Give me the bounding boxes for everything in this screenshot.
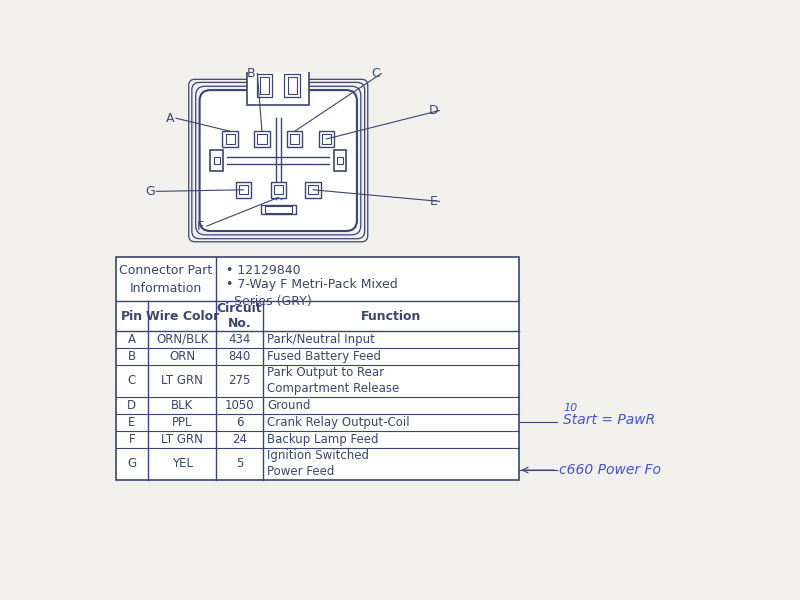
Text: Wire Color: Wire Color: [146, 310, 218, 323]
Text: C: C: [370, 67, 379, 80]
Text: Backup Lamp Feed: Backup Lamp Feed: [267, 433, 379, 446]
Text: G: G: [127, 457, 136, 470]
Text: G: G: [146, 185, 155, 198]
Text: C: C: [128, 374, 136, 387]
Text: Circuit
No.: Circuit No.: [217, 302, 262, 330]
Bar: [115, 257, 518, 480]
Text: D: D: [429, 104, 438, 117]
Text: 1050: 1050: [225, 399, 254, 412]
Text: LT GRN: LT GRN: [162, 374, 203, 387]
Text: BLK: BLK: [171, 399, 194, 412]
Bar: [270, 182, 286, 197]
Text: PPL: PPL: [172, 416, 193, 429]
Text: • 12129840: • 12129840: [226, 265, 300, 277]
Bar: [115, 257, 518, 480]
Text: YEL: YEL: [172, 457, 193, 470]
Text: Function: Function: [361, 310, 421, 323]
Text: LT GRN: LT GRN: [162, 433, 203, 446]
Text: Park/Neutral Input: Park/Neutral Input: [267, 332, 375, 346]
Text: A: A: [166, 112, 174, 125]
Text: Fused Battery Feed: Fused Battery Feed: [267, 350, 382, 362]
Text: c660 Power Fo: c660 Power Fo: [558, 463, 661, 477]
Bar: [258, 134, 266, 143]
Bar: [286, 131, 302, 146]
Text: Ignition Switched
Power Feed: Ignition Switched Power Feed: [267, 449, 370, 478]
Bar: [322, 134, 331, 143]
Text: D: D: [127, 399, 136, 412]
Text: Park Output to Rear
Compartment Release: Park Output to Rear Compartment Release: [267, 366, 400, 395]
Text: Crank Relay Output-Coil: Crank Relay Output-Coil: [267, 416, 410, 429]
Bar: [290, 134, 299, 143]
Text: 434: 434: [228, 332, 250, 346]
Bar: [285, 74, 300, 97]
Bar: [238, 185, 248, 194]
Bar: [274, 185, 283, 194]
Bar: [260, 77, 269, 94]
Text: 5: 5: [236, 457, 243, 470]
Text: ORN: ORN: [169, 350, 195, 362]
Bar: [254, 131, 270, 146]
Bar: [261, 205, 296, 214]
Bar: [247, 70, 310, 105]
Bar: [222, 131, 238, 146]
Bar: [210, 150, 223, 172]
Bar: [334, 150, 346, 172]
Text: F: F: [129, 433, 135, 446]
Bar: [236, 182, 251, 197]
Bar: [309, 185, 318, 194]
Text: B: B: [247, 67, 255, 80]
Text: 275: 275: [228, 374, 250, 387]
Text: Pin: Pin: [121, 310, 143, 323]
Text: B: B: [128, 350, 136, 362]
Text: ORN/BLK: ORN/BLK: [156, 332, 208, 346]
Text: 24: 24: [232, 433, 247, 446]
FancyBboxPatch shape: [199, 90, 357, 231]
Text: • 7-Way F Metri-Pack Mixed
  Series (GRY): • 7-Way F Metri-Pack Mixed Series (GRY): [226, 278, 398, 308]
Bar: [226, 134, 235, 143]
Text: E: E: [430, 195, 437, 208]
Bar: [287, 77, 297, 94]
Text: A: A: [128, 332, 136, 346]
Bar: [214, 157, 220, 164]
Text: 10: 10: [563, 403, 578, 413]
Text: Start = PawR: Start = PawR: [563, 413, 656, 427]
Bar: [306, 182, 321, 197]
Text: Connector Part
Information: Connector Part Information: [119, 263, 213, 295]
Text: Ground: Ground: [267, 399, 311, 412]
Text: F: F: [197, 220, 204, 232]
Text: E: E: [128, 416, 135, 429]
Text: 840: 840: [228, 350, 250, 362]
Text: 6: 6: [236, 416, 243, 429]
Bar: [337, 157, 343, 164]
Bar: [318, 131, 334, 146]
Bar: [257, 74, 272, 97]
Bar: [265, 206, 292, 212]
